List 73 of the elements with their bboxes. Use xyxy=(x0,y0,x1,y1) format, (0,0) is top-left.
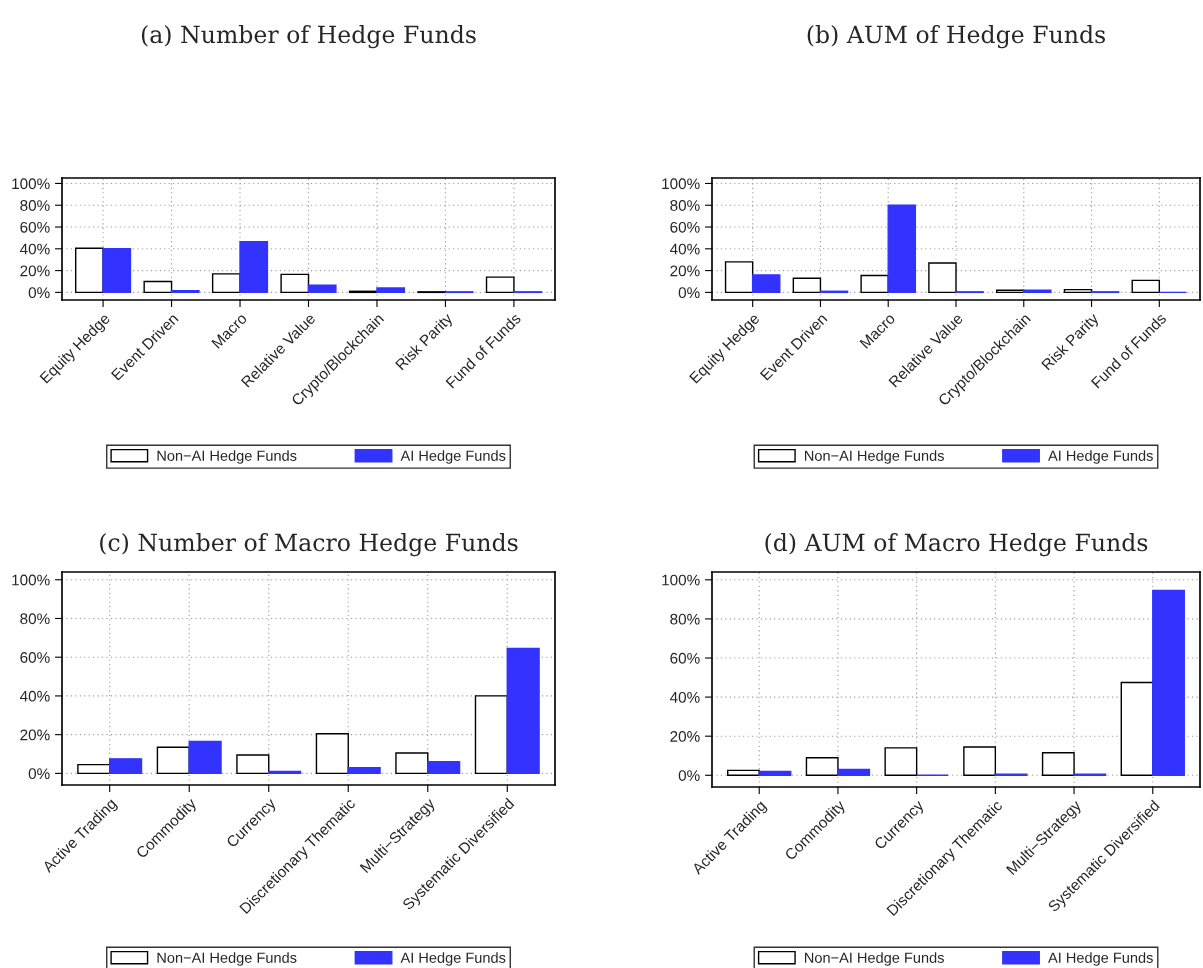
bar xyxy=(211,273,241,294)
bar xyxy=(1041,752,1075,776)
y-tick-label: 0% xyxy=(678,770,700,781)
y-tick-label: 40% xyxy=(669,243,700,255)
bar xyxy=(805,756,839,776)
bar xyxy=(143,280,173,294)
chart-title: (d) AUM of Macro Hedge Funds xyxy=(765,533,1148,557)
bar xyxy=(1152,589,1185,776)
legend-label: AI Hedge Funds xyxy=(400,952,506,966)
bar xyxy=(860,274,889,294)
bar xyxy=(74,247,104,294)
bar xyxy=(506,647,540,775)
legend-label: Non−AI Hedge Funds xyxy=(805,952,944,966)
bar xyxy=(315,732,349,775)
chart-title: (b) AUM of Hedge Funds xyxy=(807,25,1105,49)
y-tick-label: 40% xyxy=(19,243,50,255)
bar xyxy=(792,277,822,294)
bar xyxy=(1120,681,1154,776)
y-tick-label: 100% xyxy=(12,178,50,190)
y-tick-label: 100% xyxy=(662,178,700,190)
bar xyxy=(239,241,269,294)
bar xyxy=(102,248,132,294)
bar xyxy=(474,695,508,775)
bar xyxy=(724,261,754,294)
bar xyxy=(307,284,337,294)
y-tick-label: 20% xyxy=(670,265,700,277)
legend-label: AI Hedge Funds xyxy=(1048,952,1153,966)
y-tick-label: 40% xyxy=(669,691,700,703)
y-tick-label: 20% xyxy=(670,731,700,742)
bar xyxy=(188,740,222,775)
legend-label: Non−AI Hedge Funds xyxy=(157,450,297,464)
bar xyxy=(236,754,270,775)
bar xyxy=(727,769,760,776)
y-tick-label: 100% xyxy=(662,574,700,586)
y-tick-label: 60% xyxy=(670,652,700,664)
y-tick-label: 80% xyxy=(20,200,50,211)
bar xyxy=(427,761,461,775)
y-tick-label: 80% xyxy=(670,200,700,211)
bar xyxy=(963,746,997,776)
y-tick-label: 0% xyxy=(678,287,700,299)
bar xyxy=(928,262,957,294)
y-tick-label: 60% xyxy=(20,652,50,663)
y-tick-label: 60% xyxy=(20,221,50,233)
chart-title: (a) Number of Hedge Funds xyxy=(141,25,476,49)
legend-label: AI Hedge Funds xyxy=(1048,450,1153,464)
y-tick-label: 0% xyxy=(28,768,50,780)
y-tick-label: 80% xyxy=(20,613,50,625)
bar xyxy=(884,747,918,776)
bar xyxy=(751,274,781,294)
bar xyxy=(156,746,190,775)
chart-title: (c) Number of Macro Hedge Funds xyxy=(100,533,518,557)
y-tick-label: 100% xyxy=(12,574,50,586)
bar xyxy=(347,766,381,775)
bar xyxy=(1063,288,1093,294)
bar xyxy=(280,273,310,294)
legend-label: Non−AI Hedge Funds xyxy=(805,450,944,464)
y-tick-label: 20% xyxy=(20,729,50,741)
y-tick-label: 20% xyxy=(20,265,50,277)
bar xyxy=(395,752,429,775)
y-tick-label: 0% xyxy=(28,287,50,299)
bar xyxy=(485,276,515,294)
bar xyxy=(376,287,406,294)
bar xyxy=(887,204,917,294)
y-tick-label: 80% xyxy=(670,613,700,625)
y-tick-label: 60% xyxy=(670,221,700,233)
legend-label: Non−AI Hedge Funds xyxy=(157,952,297,966)
legend-label: AI Hedge Funds xyxy=(400,450,506,464)
bar xyxy=(77,763,111,775)
bar xyxy=(758,770,792,776)
bar xyxy=(1131,279,1161,294)
y-tick-label: 40% xyxy=(19,690,50,702)
bar xyxy=(837,768,871,776)
bar xyxy=(109,758,143,775)
